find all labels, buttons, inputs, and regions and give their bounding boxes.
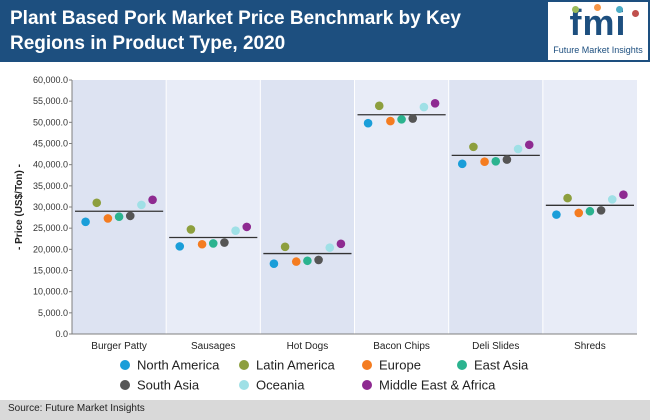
legend-marker <box>120 360 130 370</box>
data-point <box>125 211 135 221</box>
y-tick-label: 15,000.0 <box>33 266 68 276</box>
data-point <box>231 226 240 236</box>
y-tick-label: 20,000.0 <box>33 244 68 254</box>
company-logo: fmi Future Market Insights <box>548 2 648 60</box>
price-benchmark-chart: 0.0 5,000.0 10,000.0 15,000.0 20,000.0 25,000… <box>14 75 637 393</box>
data-point <box>419 102 429 112</box>
y-tick-label: 40,000.0 <box>33 160 68 170</box>
y-tick-label: 50,000.0 <box>33 117 68 127</box>
chart-footer: Source: Future Market Insights <box>0 400 650 420</box>
legend-marker <box>239 360 249 370</box>
data-point <box>430 98 440 108</box>
data-point <box>103 214 113 223</box>
legend-label: Middle East & Africa <box>379 378 496 393</box>
data-point <box>314 255 323 265</box>
x-category-label: Hot Dogs <box>287 341 329 352</box>
data-point <box>480 157 489 167</box>
data-point <box>374 101 384 111</box>
logo-dot-icon <box>572 6 579 13</box>
data-point <box>137 200 146 210</box>
data-point <box>280 242 290 252</box>
legend-marker <box>362 380 372 390</box>
logo-dot-icon <box>632 10 639 17</box>
data-point <box>242 222 252 232</box>
logo-dot-icon <box>594 4 601 11</box>
data-point <box>92 198 102 208</box>
data-point <box>457 159 467 169</box>
x-category-label: Shreds <box>574 341 606 352</box>
x-category-label: Deli Slides <box>472 341 519 352</box>
data-point <box>502 155 512 164</box>
data-point <box>513 144 523 154</box>
legend-marker <box>457 360 467 370</box>
legend-label: Oceania <box>256 378 305 393</box>
data-point <box>596 206 606 215</box>
data-point <box>491 156 501 166</box>
data-point <box>81 217 90 227</box>
data-point <box>619 190 628 200</box>
data-point <box>175 242 185 251</box>
category-band <box>72 80 167 334</box>
data-point <box>148 195 157 205</box>
y-tick-label: 10,000.0 <box>33 287 68 297</box>
data-point <box>574 208 584 218</box>
data-point <box>114 212 124 222</box>
legend-marker <box>120 380 130 390</box>
chart-title: Plant Based Pork Market Price Benchmark … <box>10 8 461 54</box>
category-band <box>166 80 261 334</box>
legend-label: South Asia <box>137 378 200 393</box>
data-point <box>208 239 218 248</box>
legend-marker <box>239 380 249 390</box>
data-point <box>325 243 335 252</box>
data-point <box>197 239 207 249</box>
data-point <box>220 238 229 247</box>
y-tick-label: 30,000.0 <box>33 202 68 212</box>
x-category-label: Sausages <box>191 341 235 352</box>
y-tick-label: 5,000.0 <box>38 308 68 318</box>
y-tick-label: 60,000.0 <box>33 75 68 85</box>
x-category-label: Bacon Chips <box>373 341 430 352</box>
data-point <box>552 210 561 219</box>
data-point <box>469 142 478 152</box>
category-band <box>260 80 355 334</box>
x-category-label: Burger Patty <box>91 341 147 352</box>
data-point <box>397 115 406 124</box>
data-point <box>585 206 595 216</box>
y-axis-title: - Price (US$/Ton) - <box>14 164 25 250</box>
legend-label: Latin America <box>256 358 336 373</box>
y-tick-label: 45,000.0 <box>33 139 68 149</box>
data-point <box>269 259 279 269</box>
source-note: Source: Future Market Insights <box>8 403 145 414</box>
data-point <box>607 195 617 204</box>
category-band <box>448 80 543 334</box>
data-point <box>336 239 346 249</box>
data-point <box>386 116 395 126</box>
y-tick-label: 0.0 <box>55 329 68 339</box>
data-point <box>524 140 534 150</box>
data-point <box>303 256 312 266</box>
legend-label: Europe <box>379 358 421 373</box>
data-point <box>408 114 418 123</box>
y-tick-label: 55,000.0 <box>33 96 68 106</box>
data-point <box>363 118 373 128</box>
logo-dot-icon <box>616 6 623 13</box>
data-point <box>291 257 301 266</box>
logo-caption: Future Market Insights <box>553 45 643 55</box>
legend-label: North America <box>137 358 220 373</box>
data-point <box>563 193 572 203</box>
y-tick-label: 35,000.0 <box>33 181 68 191</box>
y-tick-label: 25,000.0 <box>33 223 68 233</box>
chart-header: Plant Based Pork Market Price Benchmark … <box>0 0 650 62</box>
data-point <box>186 225 196 234</box>
legend-label: East Asia <box>474 358 529 373</box>
legend-marker <box>362 360 372 370</box>
